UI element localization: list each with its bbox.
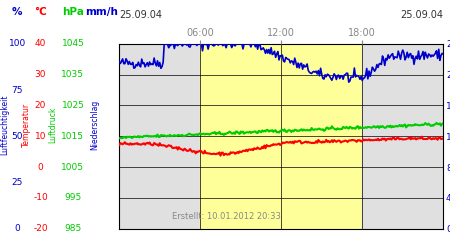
Text: mm/h: mm/h — [85, 7, 118, 17]
Bar — [362, 44, 443, 229]
Text: 0: 0 — [38, 162, 43, 172]
Text: 1025: 1025 — [62, 101, 84, 110]
Text: 40: 40 — [35, 39, 46, 48]
Text: Temperatur: Temperatur — [22, 103, 31, 147]
Text: 30: 30 — [35, 70, 46, 79]
Text: 1015: 1015 — [61, 132, 85, 141]
Text: 75: 75 — [11, 86, 23, 94]
Text: -20: -20 — [33, 224, 48, 233]
Text: 0: 0 — [14, 224, 20, 233]
Text: °C: °C — [34, 7, 47, 17]
Text: Erstellt: 10.01.2012 20:33: Erstellt: 10.01.2012 20:33 — [172, 212, 281, 221]
Text: -10: -10 — [33, 194, 48, 202]
Text: 985: 985 — [64, 224, 81, 233]
Text: %: % — [12, 7, 22, 17]
Text: Niederschlag: Niederschlag — [90, 100, 99, 150]
Bar — [200, 44, 362, 229]
Text: 995: 995 — [64, 194, 81, 202]
Text: 50: 50 — [11, 132, 23, 141]
Text: 25.09.04: 25.09.04 — [400, 10, 443, 20]
Text: 25.09.04: 25.09.04 — [119, 10, 162, 20]
Text: 100: 100 — [9, 39, 26, 48]
Text: 1045: 1045 — [62, 39, 84, 48]
Text: 25: 25 — [11, 178, 23, 187]
Text: 10: 10 — [35, 132, 46, 141]
Text: Luftfeuchtigkeit: Luftfeuchtigkeit — [0, 95, 9, 155]
Text: hPa: hPa — [62, 7, 84, 17]
Text: 20: 20 — [35, 101, 46, 110]
Text: Luftdruck: Luftdruck — [49, 107, 58, 143]
Text: 1035: 1035 — [61, 70, 85, 79]
Bar — [119, 44, 200, 229]
Text: 1005: 1005 — [61, 162, 85, 172]
